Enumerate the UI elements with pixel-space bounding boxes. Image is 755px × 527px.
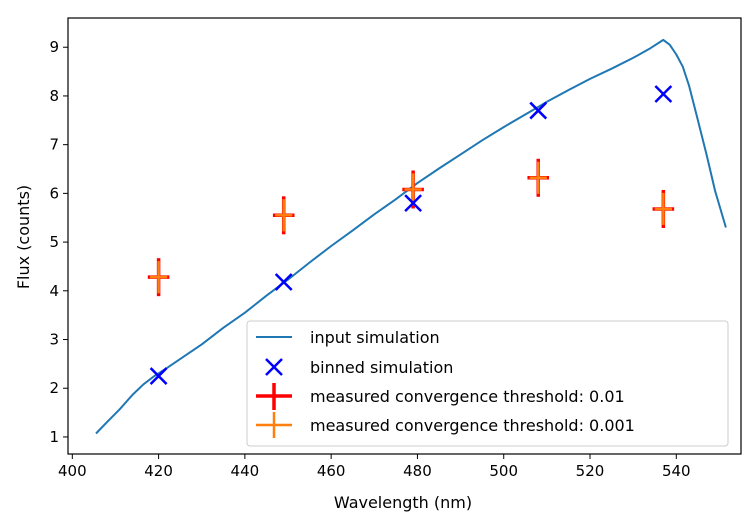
x-tick-label: 520 <box>576 462 605 480</box>
x-marker-stroke <box>265 358 283 376</box>
y-axis-label: Flux (counts) <box>14 185 33 289</box>
legend-handle-errorbar-0-001 <box>256 412 292 438</box>
x-tick-label: 400 <box>58 462 87 480</box>
y-tick-label: 6 <box>49 184 59 202</box>
binned-marker-1 <box>274 273 293 291</box>
x-tick-label: 500 <box>489 462 518 480</box>
y-tick-label: 9 <box>49 38 59 56</box>
x-marker-stroke <box>529 101 548 120</box>
legend-frame <box>246 320 729 447</box>
x-tick-label: 420 <box>144 462 173 480</box>
x-tick-label: 460 <box>317 462 346 480</box>
binned-marker-2 <box>404 194 423 213</box>
y-tick-label: 8 <box>49 87 59 105</box>
legend-label-threshold-0-001: measured convergence threshold: 0.001 <box>310 416 635 435</box>
x-tick-label: 440 <box>231 462 260 480</box>
errorbar-point-s3-3 <box>529 161 547 194</box>
legend-label-input-simulation: input simulation <box>310 328 440 347</box>
x-marker-stroke <box>654 85 673 103</box>
x-marker-stroke <box>404 194 423 213</box>
legend: input simulation binned simulation measu… <box>246 320 729 447</box>
binned-marker-3 <box>529 101 548 120</box>
legend-handle-errorbar-0-01 <box>256 383 292 410</box>
x-tick-label: 540 <box>662 462 691 480</box>
x-tick-label: 480 <box>403 462 432 480</box>
x-marker-stroke <box>274 273 293 291</box>
binned-marker-4 <box>654 85 673 103</box>
x-marker-stroke <box>149 367 168 385</box>
series-line-input-simulation <box>95 38 727 435</box>
plot-area <box>95 38 727 435</box>
y-tick-label: 4 <box>49 282 59 300</box>
y-tick-label: 1 <box>49 428 59 446</box>
binned-marker-0 <box>149 367 168 385</box>
errorbar-point-s3-0 <box>149 261 168 294</box>
legend-handle-x-marker <box>265 358 283 376</box>
y-tick-label: 5 <box>49 233 59 251</box>
y-tick-label: 2 <box>49 379 59 397</box>
y-tick-label: 3 <box>49 331 59 349</box>
axes: 400 420 440 460 480 500 520 540 1 2 3 4 5 6 7 8 9 <box>49 17 742 480</box>
y-tick-label: 7 <box>49 136 59 154</box>
errorbar-point-s3-1 <box>275 199 293 232</box>
legend-label-binned-simulation: binned simulation <box>310 358 453 377</box>
x-axis-label: Wavelength (nm) <box>334 493 472 512</box>
errorbar-point-s3-2 <box>404 173 422 206</box>
errorbar-point-s3-4 <box>654 192 672 226</box>
legend-label-threshold-0-01: measured convergence threshold: 0.01 <box>310 387 625 406</box>
axes-frame <box>67 17 742 455</box>
